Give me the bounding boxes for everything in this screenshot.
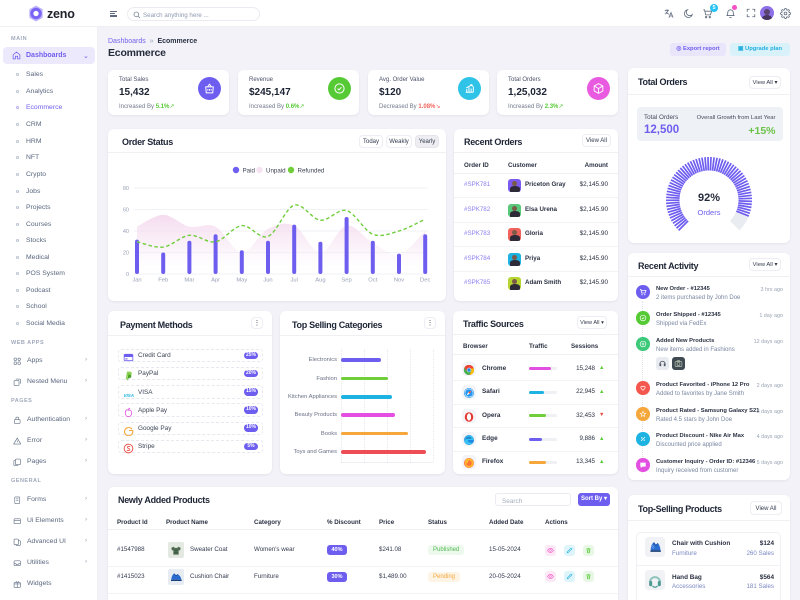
svg-text:Unpaid: Unpaid <box>266 168 286 175</box>
svg-text:20: 20 <box>123 251 129 257</box>
svg-text:Nov: Nov <box>394 278 404 284</box>
svg-text:Jun: Jun <box>263 278 272 284</box>
svg-text:Refunded: Refunded <box>298 168 325 175</box>
svg-text:May: May <box>236 278 247 284</box>
svg-text:Sep: Sep <box>341 278 351 284</box>
svg-text:0: 0 <box>126 272 129 278</box>
svg-text:Jan: Jan <box>132 278 141 284</box>
svg-text:40: 40 <box>123 229 129 235</box>
svg-text:VISA: VISA <box>124 393 135 398</box>
svg-text:Oct: Oct <box>368 278 377 284</box>
svg-text:Aug: Aug <box>315 278 325 284</box>
svg-text:Apr: Apr <box>211 278 220 284</box>
svg-text:Feb: Feb <box>158 278 168 284</box>
svg-text:60: 60 <box>123 208 129 214</box>
svg-text:Jul: Jul <box>290 278 297 284</box>
svg-text:Paid: Paid <box>243 168 256 175</box>
svg-text:Dec: Dec <box>420 278 430 284</box>
svg-text:Mar: Mar <box>184 278 194 284</box>
svg-text:80: 80 <box>123 186 129 192</box>
